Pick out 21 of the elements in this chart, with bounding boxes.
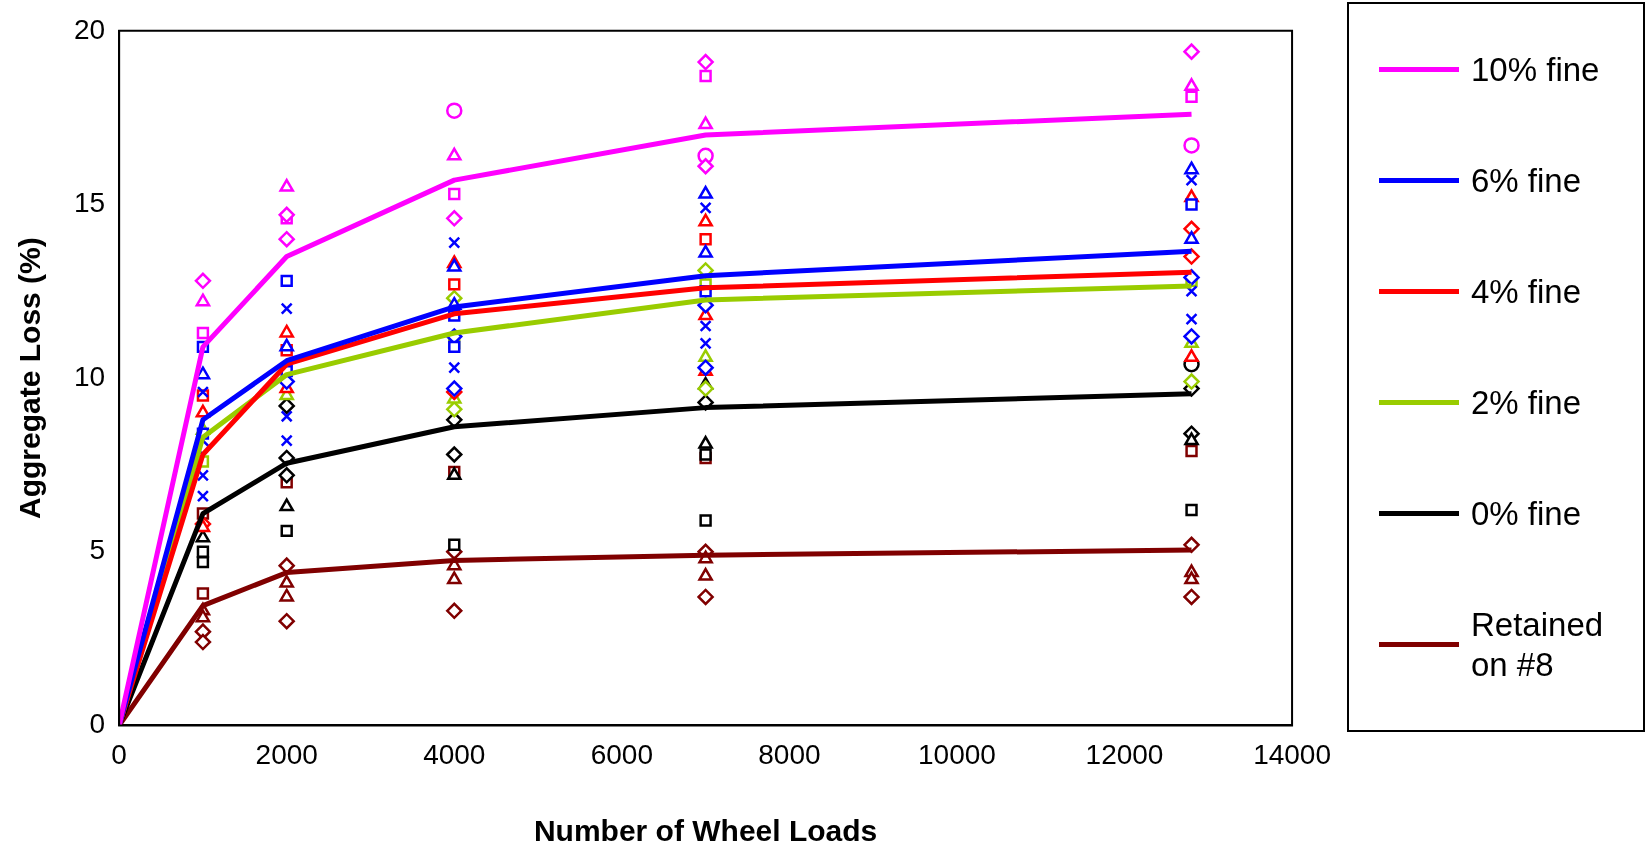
y-tick-label: 10 <box>73 360 106 392</box>
y-axis-title: Aggregate Loss (%) <box>13 237 47 519</box>
x-axis-title: Number of Wheel Loads <box>533 814 878 848</box>
y-tick-label: 20 <box>73 13 106 45</box>
legend-label: 4% fine <box>1471 271 1583 312</box>
legend-label: 10% fine <box>1471 49 1601 90</box>
x-tick-label: 12000 <box>1085 738 1164 770</box>
x-tick-label: 2000 <box>255 738 318 770</box>
x-tick-label: 14000 <box>1253 738 1332 770</box>
legend-label: Retained on #8 <box>1471 605 1605 685</box>
x-tick-label: 8000 <box>758 738 821 770</box>
legend-label: 6% fine <box>1471 160 1583 201</box>
x-tick-label: 0 <box>111 738 127 770</box>
legend-label: 0% fine <box>1471 494 1583 534</box>
x-tick-label: 10000 <box>918 738 996 770</box>
legend-label: 2% fine <box>1471 382 1583 423</box>
x-tick-label: 4000 <box>423 738 486 770</box>
y-tick-label: 15 <box>73 187 106 219</box>
y-tick-label: 5 <box>89 534 106 566</box>
x-tick-label: 6000 <box>590 738 653 770</box>
y-tick-label: 0 <box>89 708 106 740</box>
